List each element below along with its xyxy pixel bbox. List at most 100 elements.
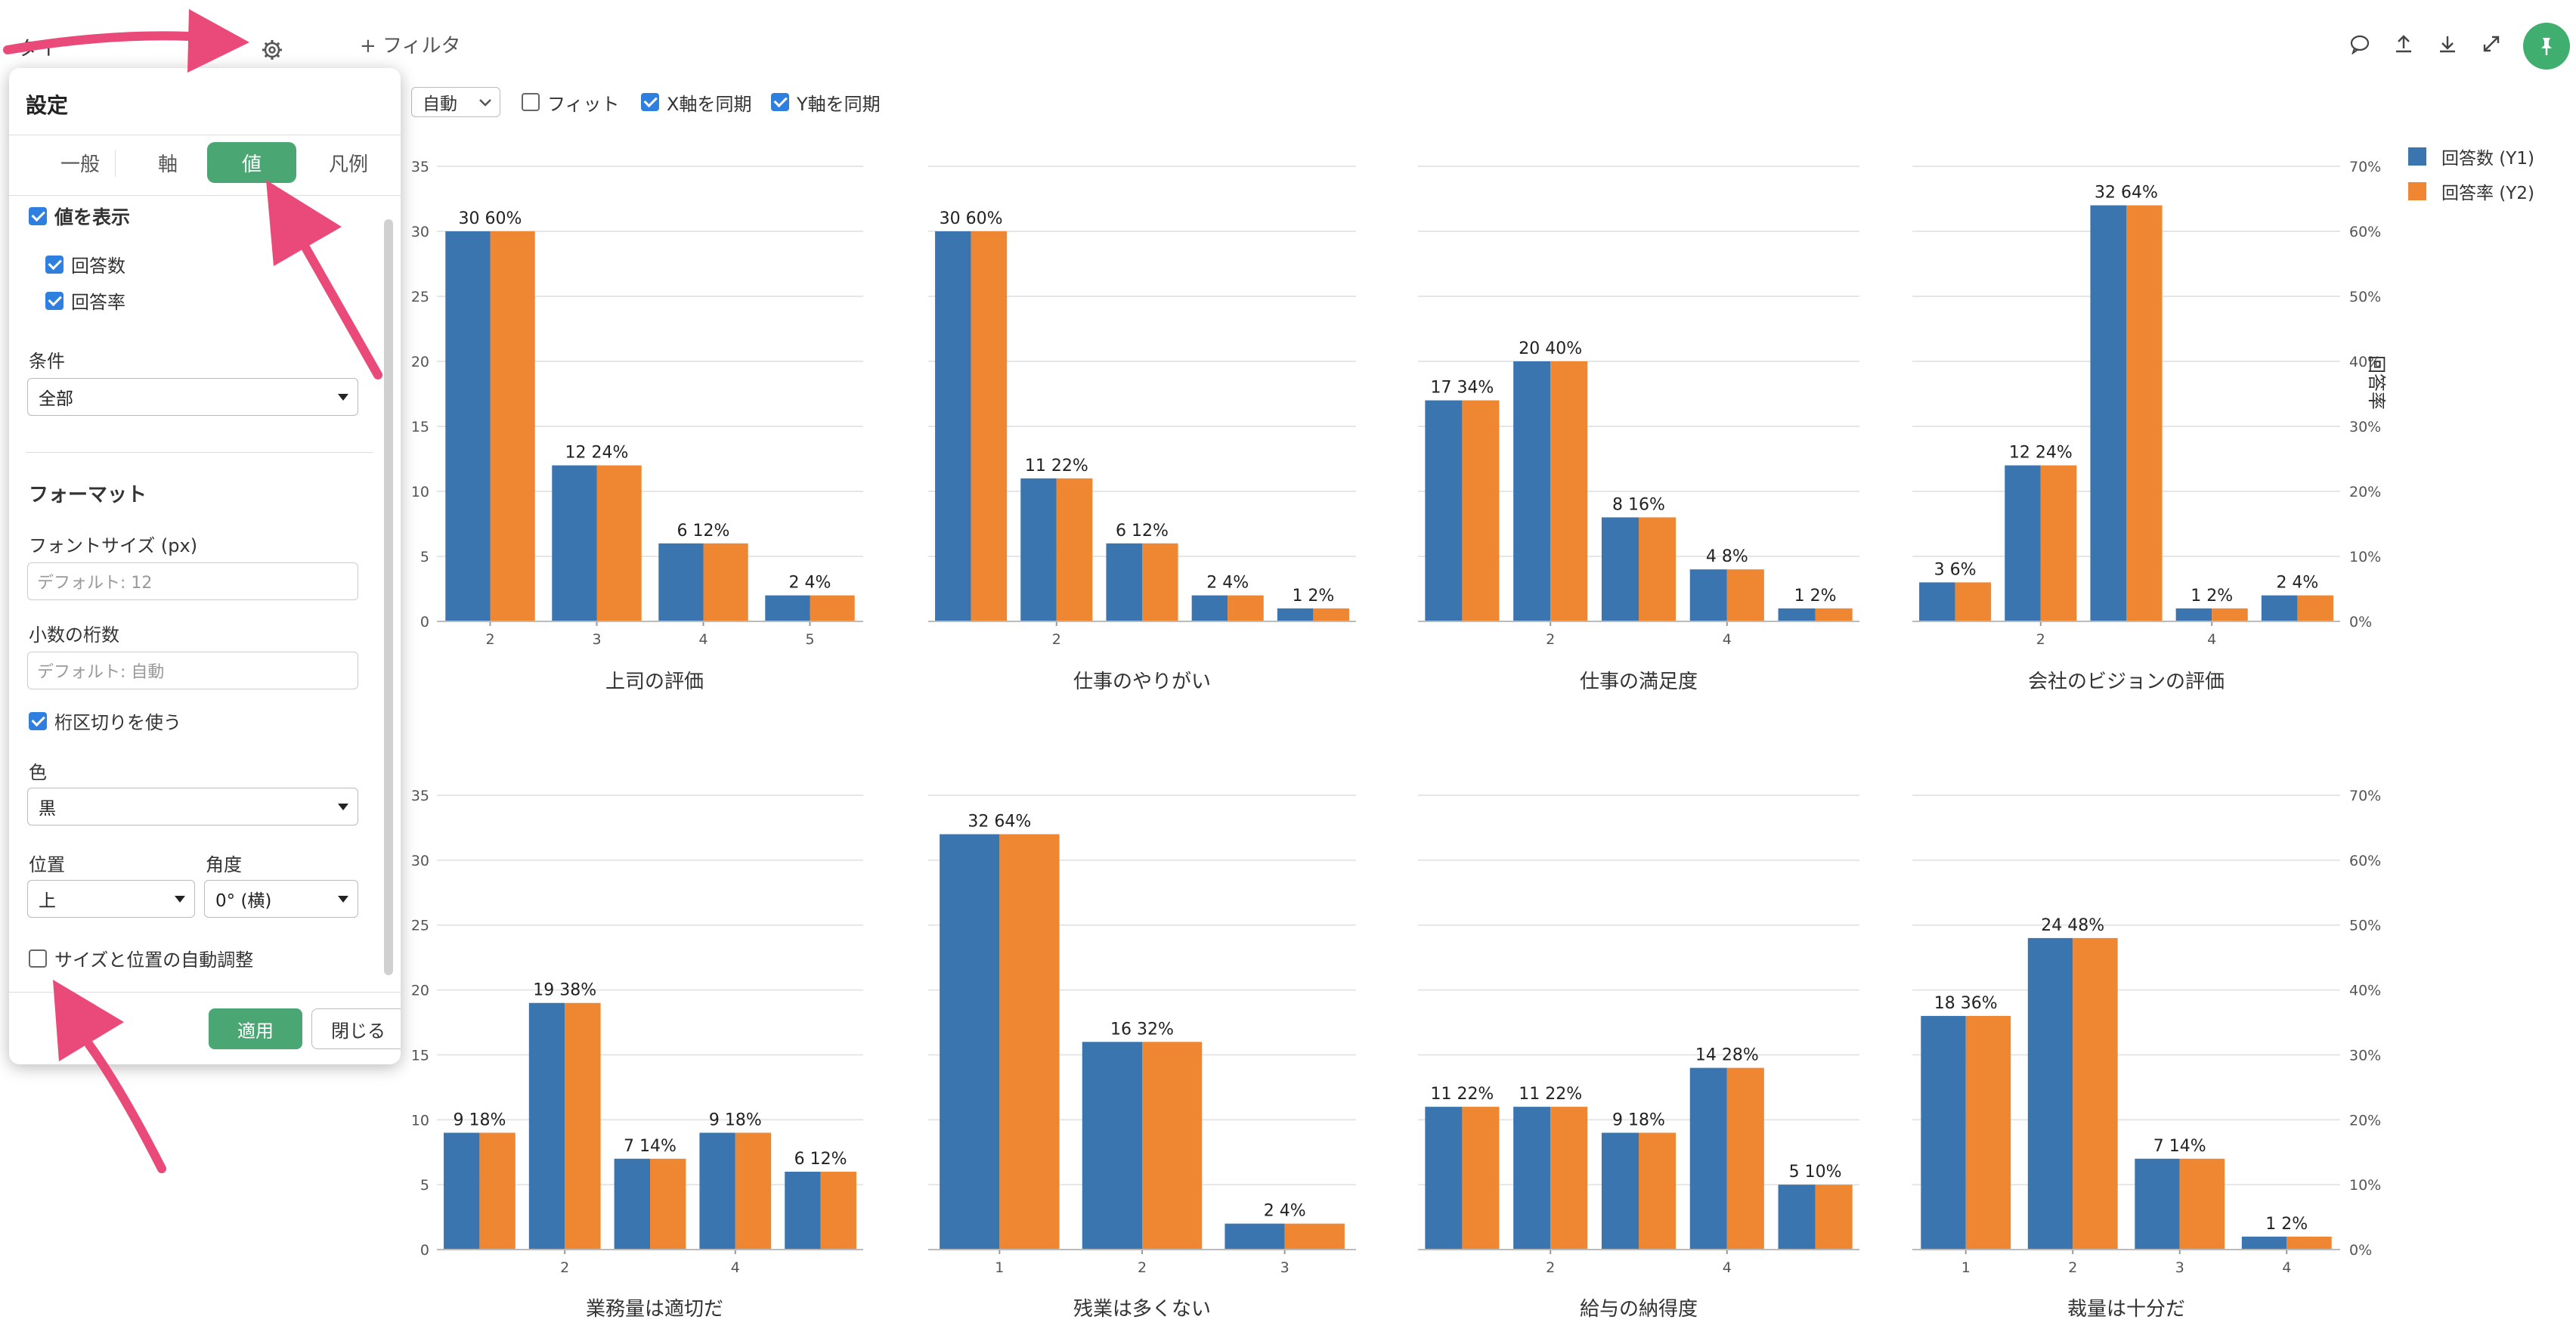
sync-x-checkbox-box[interactable] <box>641 93 659 111</box>
panel-title: 設定 <box>26 93 69 118</box>
add-filter-button[interactable]: + フィルタ <box>360 35 461 57</box>
expand-icon[interactable] <box>2476 29 2506 59</box>
legend-label-y1: 回答数 (Y1) <box>2441 149 2534 169</box>
condition-label: 条件 <box>29 351 65 372</box>
x-tick-label: 1 <box>1961 1259 1971 1276</box>
x-tick-label: 4 <box>2282 1259 2291 1276</box>
x-tick-label: 3 <box>592 631 601 648</box>
download-icon[interactable] <box>2432 29 2463 59</box>
data-label: 32 64% <box>968 813 1031 832</box>
bar-y2 <box>1142 543 1178 621</box>
y1-tick-label: 0 <box>420 614 429 630</box>
x-tick-label: 2 <box>560 1259 569 1276</box>
bar-y2 <box>1313 608 1349 621</box>
y1-tick-label: 15 <box>411 1047 429 1064</box>
fit-checkbox[interactable]: フィット <box>522 83 620 121</box>
decimals-input[interactable]: デフォルト: 自動 <box>27 652 358 689</box>
data-label: 16 32% <box>1110 1020 1174 1039</box>
caret-down-icon <box>338 394 348 401</box>
fit-label: フィット <box>547 93 620 115</box>
caret-down-icon <box>338 804 348 810</box>
gear-icon[interactable] <box>257 35 287 65</box>
bar-y2 <box>2073 937 2118 1250</box>
show-values-checkbox[interactable]: 値を表示 <box>29 203 130 230</box>
sync-y-checkbox[interactable]: Y軸を同期 <box>771 83 881 121</box>
data-label: 6 12% <box>794 1150 847 1169</box>
bar-y2 <box>703 543 748 621</box>
apply-button[interactable]: 適用 <box>209 1008 302 1049</box>
x-tick-label: 2 <box>1546 631 1555 648</box>
data-label: 12 24% <box>565 444 629 463</box>
condition-select[interactable]: 全部 <box>27 378 358 416</box>
bar-y1 <box>1191 595 1228 621</box>
tab-general[interactable]: 一般 <box>60 153 100 176</box>
thousands-checkbox-box[interactable] <box>29 711 47 730</box>
top-bar: タイ + フィルタ <box>0 0 2576 91</box>
data-label: 4 8% <box>1706 547 1748 566</box>
data-label: 11 22% <box>1025 457 1088 475</box>
angle-select[interactable]: 0° (横) <box>204 880 358 918</box>
rate-checkbox-box[interactable] <box>45 291 63 310</box>
font-size-input[interactable]: デフォルト: 12 <box>27 562 358 600</box>
bar-y1 <box>1106 543 1142 621</box>
bar-y2 <box>479 1132 516 1250</box>
data-label: 14 28% <box>1695 1046 1759 1065</box>
count-label: 回答数 <box>71 256 125 277</box>
chart-title: 会社のビジョンの評価 <box>2028 671 2225 693</box>
thousands-separator-checkbox[interactable]: 桁区切りを使う <box>29 708 181 734</box>
chart-title: 裁量は十分だ <box>2067 1298 2185 1321</box>
bar-y1 <box>765 595 810 621</box>
tab-legend[interactable]: 凡例 <box>328 153 368 176</box>
data-label: 1 2% <box>2265 1215 2308 1234</box>
sync-x-checkbox[interactable]: X軸を同期 <box>641 83 751 121</box>
data-label: 11 22% <box>1519 1085 1582 1104</box>
bar-y2 <box>999 834 1060 1250</box>
y2-tick-label: 60% <box>2349 853 2381 869</box>
close-button[interactable]: 閉じる <box>311 1008 401 1049</box>
y1-tick-label: 15 <box>411 419 429 435</box>
y1-tick-label: 30 <box>411 853 429 869</box>
bar-y1 <box>445 231 491 621</box>
position-label: 位置 <box>29 854 65 875</box>
x-tick-label: 1 <box>995 1259 1004 1276</box>
tab-values[interactable]: 値 <box>207 142 296 183</box>
show-values-checkbox-box[interactable] <box>29 207 47 225</box>
auto-adjust-checkbox[interactable]: サイズと位置の自動調整 <box>29 945 253 971</box>
sync-x-label: X軸を同期 <box>667 93 752 115</box>
data-label: 2 4% <box>789 574 831 593</box>
color-select[interactable]: 黒 <box>27 788 358 825</box>
y2-tick-label: 20% <box>2349 1112 2381 1129</box>
bar-y1 <box>1020 478 1057 621</box>
comment-icon[interactable] <box>2345 29 2375 59</box>
sync-y-label: Y軸を同期 <box>797 93 881 115</box>
tab-axis[interactable]: 軸 <box>157 153 178 176</box>
legend-item[interactable]: 回答率 (Y2) <box>2408 178 2534 204</box>
chart-title: 給与の納得度 <box>1580 1298 1698 1321</box>
count-checkbox[interactable]: 回答数 <box>45 251 125 277</box>
panel-scrollbar[interactable] <box>384 219 393 975</box>
upload-icon[interactable] <box>2389 29 2419 59</box>
legend-item[interactable]: 回答数 (Y1) <box>2408 144 2534 169</box>
y1-tick-label: 20 <box>411 983 429 999</box>
bar-y2 <box>810 595 855 621</box>
x-tick-label: 2 <box>485 631 494 648</box>
auto-adjust-checkbox-box[interactable] <box>29 949 47 968</box>
data-label: 7 14% <box>624 1137 677 1156</box>
position-select[interactable]: 上 <box>27 880 195 918</box>
scale-select[interactable]: 自動 <box>411 83 500 121</box>
bar-y2 <box>565 1002 601 1250</box>
pin-button[interactable] <box>2523 23 2570 70</box>
data-label: 2 4% <box>2276 574 2318 593</box>
bar-y1 <box>658 543 704 621</box>
sync-y-checkbox-box[interactable] <box>771 93 789 111</box>
section-divider <box>26 452 373 453</box>
y2-tick-label: 70% <box>2349 159 2381 175</box>
y2-tick-label: 50% <box>2349 918 2381 934</box>
bar-y1 <box>1778 1185 1816 1250</box>
y2-tick-label: 50% <box>2349 289 2381 305</box>
rate-checkbox[interactable]: 回答率 <box>45 287 125 314</box>
fit-checkbox-box[interactable] <box>522 93 540 111</box>
count-checkbox-box[interactable] <box>45 255 63 274</box>
data-label: 11 22% <box>1430 1085 1494 1104</box>
decimals-label: 小数の桁数 <box>29 624 119 646</box>
